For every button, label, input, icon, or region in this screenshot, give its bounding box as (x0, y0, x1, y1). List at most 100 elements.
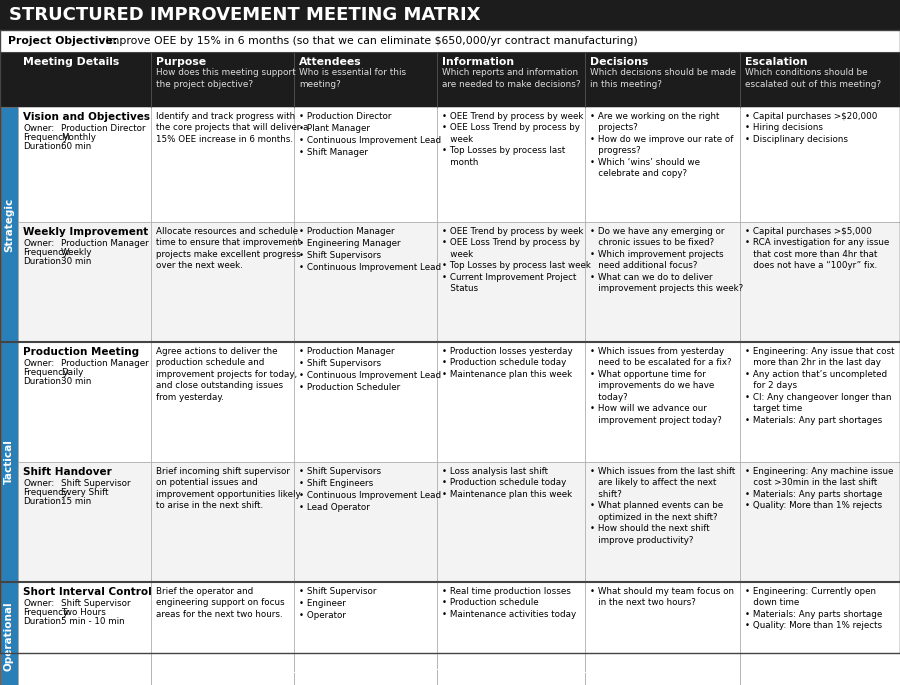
Bar (294, 107, 437, 222)
Text: Monthly: Monthly (61, 133, 96, 142)
Bar (18, 342, 151, 462)
Bar (740, 107, 900, 222)
Text: Brief incoming shift supervisor
on potential issues and
improvement opportunitie: Brief incoming shift supervisor on poten… (156, 467, 301, 510)
Text: Frequency:: Frequency: (23, 368, 70, 377)
Text: How does this meeting support
the project objective?: How does this meeting support the projec… (156, 68, 296, 89)
Text: • Shift Supervisors
• Shift Engineers
• Continuous Improvement Lead
• Lead Opera: • Shift Supervisors • Shift Engineers • … (299, 467, 441, 512)
Text: Frequency:: Frequency: (23, 133, 70, 142)
Bar (437, 582, 585, 685)
Text: Identify and track progress with
the core projects that will deliver a
15% OEE i: Identify and track progress with the cor… (156, 112, 309, 144)
Text: • Engineering: Currently open
   down time
• Materials: Any parts shortage
• Qua: • Engineering: Currently open down time … (745, 587, 882, 630)
Bar (585, 462, 740, 582)
Text: Production Director: Production Director (61, 124, 146, 133)
Text: Duration:: Duration: (23, 617, 64, 626)
Bar (0, 0, 900, 30)
Text: Brief the operator and
engineering support on focus
areas for the next two hours: Brief the operator and engineering suppo… (156, 587, 284, 619)
Bar (0, 582, 18, 685)
Text: Production Manager: Production Manager (61, 239, 148, 248)
Text: Owner:: Owner: (23, 479, 54, 488)
Text: • Which issues from yesterday
   need to be escalated for a fix?
• What opportun: • Which issues from yesterday need to be… (590, 347, 732, 425)
Bar (0, 52, 900, 107)
Text: Frequency:: Frequency: (23, 248, 70, 257)
Text: • What should my team focus on
   in the next two hours?: • What should my team focus on in the ne… (590, 587, 734, 608)
Bar (18, 222, 151, 342)
Text: Meeting Details: Meeting Details (23, 57, 119, 67)
Text: • OEE Trend by process by week
• OEE Loss Trend by process by
   week
• Top Loss: • OEE Trend by process by week • OEE Los… (442, 112, 583, 167)
Bar (740, 222, 900, 342)
Text: Which conditions should be
escalated out of this meeting?: Which conditions should be escalated out… (745, 68, 881, 89)
Text: • OEE Trend by process by week
• OEE Loss Trend by process by
   week
• Top Loss: • OEE Trend by process by week • OEE Los… (442, 227, 591, 293)
Bar (740, 342, 900, 462)
Text: • Engineering: Any machine issue
   cost >30min in the last shift
• Materials: A: • Engineering: Any machine issue cost >3… (745, 467, 894, 510)
Text: Which decisions should be made
in this meeting?: Which decisions should be made in this m… (590, 68, 736, 89)
Bar (585, 107, 740, 222)
Bar (437, 222, 585, 342)
Text: Project Objective:: Project Objective: (8, 36, 117, 46)
Text: Who is essential for this
meeting?: Who is essential for this meeting? (299, 68, 406, 89)
Text: 30 min: 30 min (61, 377, 92, 386)
Text: Frequency:: Frequency: (23, 608, 70, 617)
Bar (0, 342, 18, 582)
Text: Shift Supervisor: Shift Supervisor (61, 479, 130, 488)
Text: Duration:: Duration: (23, 142, 64, 151)
Text: • Do we have any emerging or
   chronic issues to be fixed?
• Which improvement : • Do we have any emerging or chronic iss… (590, 227, 743, 293)
Text: 60 min: 60 min (61, 142, 91, 151)
Text: Attendees: Attendees (299, 57, 362, 67)
Text: Duration:: Duration: (23, 257, 64, 266)
Text: • Are we working on the right
   projects?
• How do we improve our rate of
   pr: • Are we working on the right projects? … (590, 112, 733, 178)
Text: Every Shift: Every Shift (61, 488, 109, 497)
Text: • Production Manager
• Shift Supervisors
• Continuous Improvement Lead
• Product: • Production Manager • Shift Supervisors… (299, 347, 441, 393)
Text: Operational: Operational (4, 601, 14, 671)
Text: • Capital purchases >$20,000
• Hiring decisions
• Disciplinary decisions: • Capital purchases >$20,000 • Hiring de… (745, 112, 878, 144)
Text: Duration:: Duration: (23, 377, 64, 386)
Text: • Real time production losses
• Production schedule
• Maintenance activities tod: • Real time production losses • Producti… (442, 587, 576, 619)
Text: Purpose: Purpose (156, 57, 206, 67)
Text: 5 min - 10 min: 5 min - 10 min (61, 617, 124, 626)
Text: Have questions? Call Vorne at  +1.630.875.3600  |  www.vorne.com: Have questions? Call Vorne at +1.630.875… (250, 662, 650, 675)
Text: • Production Director
• Plant Manager
• Continuous Improvement Lead
• Shift Mana: • Production Director • Plant Manager • … (299, 112, 441, 158)
Text: Allocate resources and schedule
time to ensure that improvement
projects make ex: Allocate resources and schedule time to … (156, 227, 301, 271)
Text: Daily: Daily (61, 368, 83, 377)
Text: Duration:: Duration: (23, 497, 64, 506)
Text: Shift Supervisor: Shift Supervisor (61, 599, 130, 608)
Bar (0, 107, 18, 342)
Text: Production Meeting: Production Meeting (23, 347, 140, 357)
Bar (740, 462, 900, 582)
Bar (0, 30, 900, 52)
Bar (151, 222, 294, 342)
Text: Agree actions to deliver the
production schedule and
improvement projects for to: Agree actions to deliver the production … (156, 347, 297, 402)
Text: Tactical: Tactical (4, 440, 14, 484)
Bar (437, 107, 585, 222)
Text: • Capital purchases >$5,000
• RCA investigation for any issue
   that cost more : • Capital purchases >$5,000 • RCA invest… (745, 227, 889, 271)
Text: Information: Information (442, 57, 514, 67)
Bar (294, 342, 437, 462)
Text: Owner:: Owner: (23, 124, 54, 133)
Bar (0, 653, 900, 685)
Text: Owner:: Owner: (23, 239, 54, 248)
Bar (294, 582, 437, 685)
Bar (294, 462, 437, 582)
Bar (151, 582, 294, 685)
Text: Owner:: Owner: (23, 599, 54, 608)
Text: Weekly: Weekly (61, 248, 93, 257)
Bar (585, 222, 740, 342)
Bar (437, 462, 585, 582)
Bar (18, 107, 151, 222)
Bar (437, 342, 585, 462)
Text: • Loss analysis last shift
• Production schedule today
• Maintenance plan this w: • Loss analysis last shift • Production … (442, 467, 572, 499)
Text: • Production Manager
• Engineering Manager
• Shift Supervisors
• Continuous Impr: • Production Manager • Engineering Manag… (299, 227, 441, 273)
Text: Owner:: Owner: (23, 359, 54, 368)
Text: Frequency:: Frequency: (23, 488, 70, 497)
Text: Improve OEE by 15% in 6 months (so that we can eliminate $650,000/yr contract ma: Improve OEE by 15% in 6 months (so that … (102, 36, 638, 46)
Text: • Engineering: Any issue that cost
   more than 2hr in the last day
• Any action: • Engineering: Any issue that cost more … (745, 347, 895, 425)
Text: • Production losses yesterday
• Production schedule today
• Maintenance plan thi: • Production losses yesterday • Producti… (442, 347, 572, 379)
Text: • Shift Supervisor
• Engineer
• Operator: • Shift Supervisor • Engineer • Operator (299, 587, 376, 621)
Bar (585, 342, 740, 462)
Text: Two Hours: Two Hours (61, 608, 106, 617)
Text: Which reports and information
are needed to make decisions?: Which reports and information are needed… (442, 68, 580, 89)
Text: Escalation: Escalation (745, 57, 807, 67)
Text: STRUCTURED IMPROVEMENT MEETING MATRIX: STRUCTURED IMPROVEMENT MEETING MATRIX (9, 6, 481, 24)
Bar (151, 342, 294, 462)
Text: Strategic: Strategic (4, 197, 14, 251)
Text: Shift Handover: Shift Handover (23, 467, 112, 477)
